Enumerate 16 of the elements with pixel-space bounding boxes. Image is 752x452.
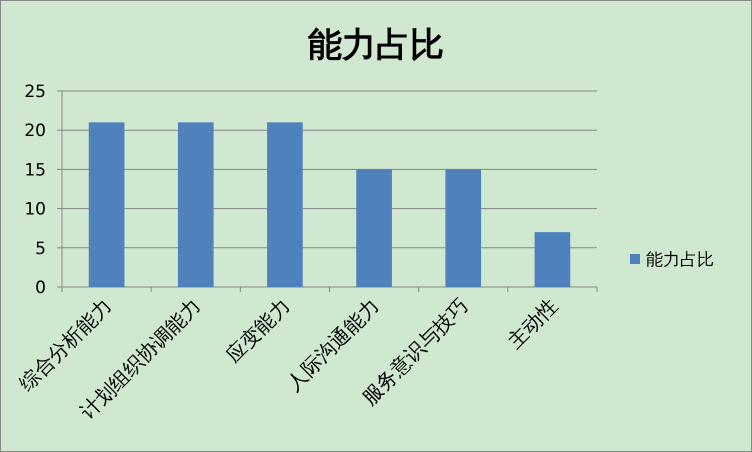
bar xyxy=(356,169,392,287)
y-tick-label: 10 xyxy=(24,200,46,220)
y-tick-label: 20 xyxy=(24,121,46,142)
bar xyxy=(267,122,303,287)
bar xyxy=(445,169,482,287)
bar xyxy=(178,122,214,287)
bar xyxy=(88,122,124,287)
chart-title: 能力占比 xyxy=(308,25,444,65)
legend-label: 能力占比 xyxy=(646,250,714,270)
y-tick-label: 15 xyxy=(24,160,46,180)
x-tick-label: 应变能力 xyxy=(220,294,294,368)
bar xyxy=(534,232,570,287)
y-tick-label: 25 xyxy=(24,82,46,102)
y-tick-label: 5 xyxy=(35,238,46,259)
y-tick-label: 0 xyxy=(35,278,46,298)
x-tick-label: 主动性 xyxy=(502,294,562,353)
